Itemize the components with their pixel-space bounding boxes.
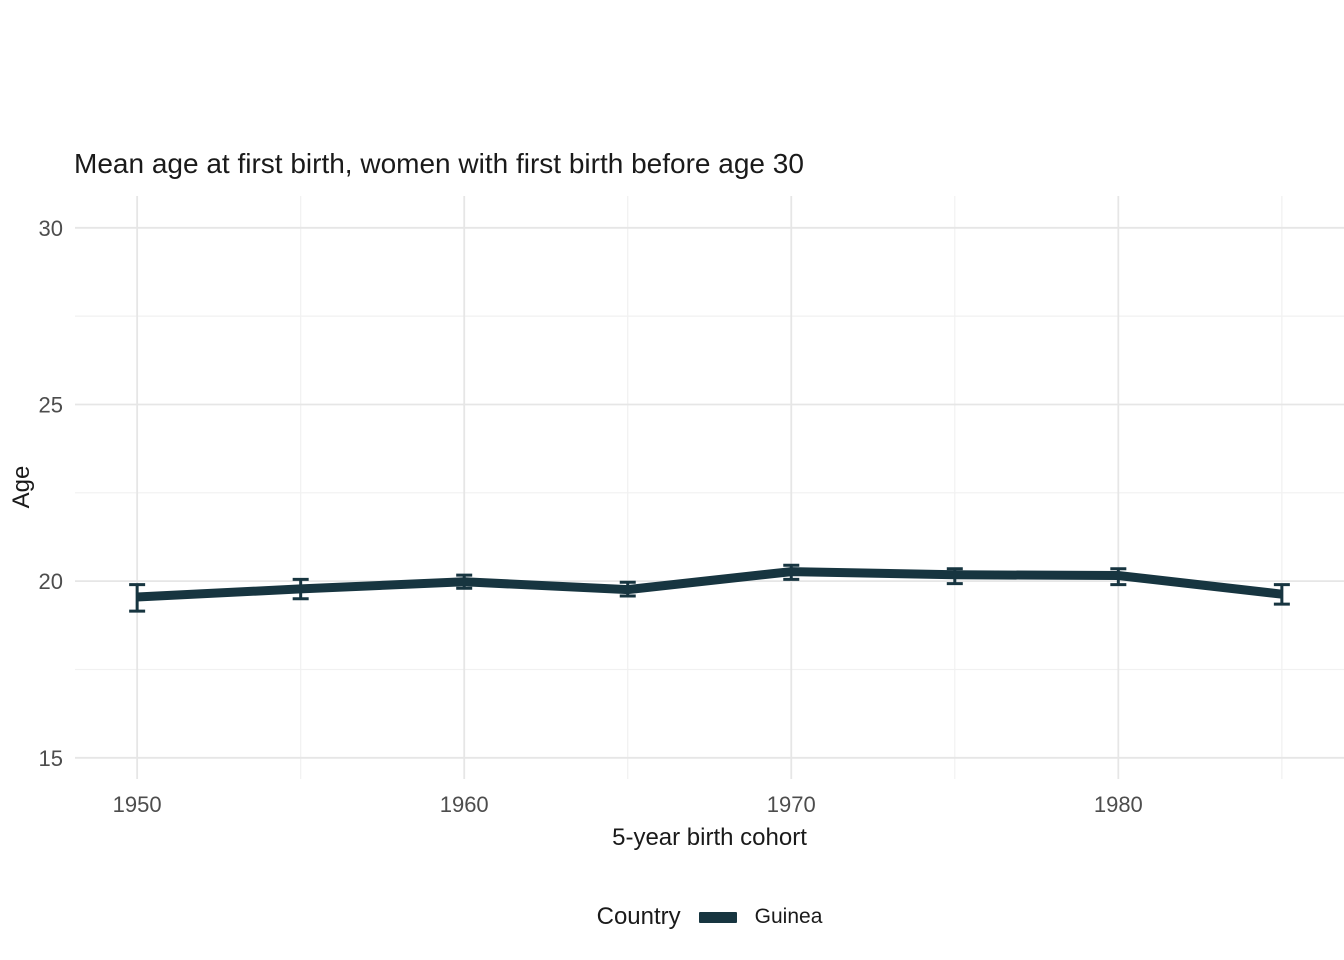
x-tick-label: 1950: [113, 792, 162, 817]
x-tick-label: 1970: [767, 792, 816, 817]
y-tick-label: 15: [39, 746, 63, 771]
x-tick-label: 1980: [1094, 792, 1143, 817]
trend-line: [136, 567, 1283, 602]
x-tick-label: 1960: [440, 792, 489, 817]
y-tick-label: 25: [39, 392, 63, 417]
legend-key: Guinea: [698, 905, 823, 929]
legend-line-swatch: [698, 911, 737, 923]
y-tick-label: 20: [39, 569, 63, 594]
legend-title: Country: [596, 903, 681, 930]
chart-title: Mean age at first birth, women with firs…: [74, 148, 804, 179]
legend: Country Guinea: [75, 903, 1344, 931]
x-axis-title: 5-year birth cohort: [612, 824, 807, 851]
legend-label: Guinea: [754, 905, 823, 928]
y-axis-title: Age: [8, 465, 35, 509]
y-tick-label: 30: [39, 216, 63, 241]
